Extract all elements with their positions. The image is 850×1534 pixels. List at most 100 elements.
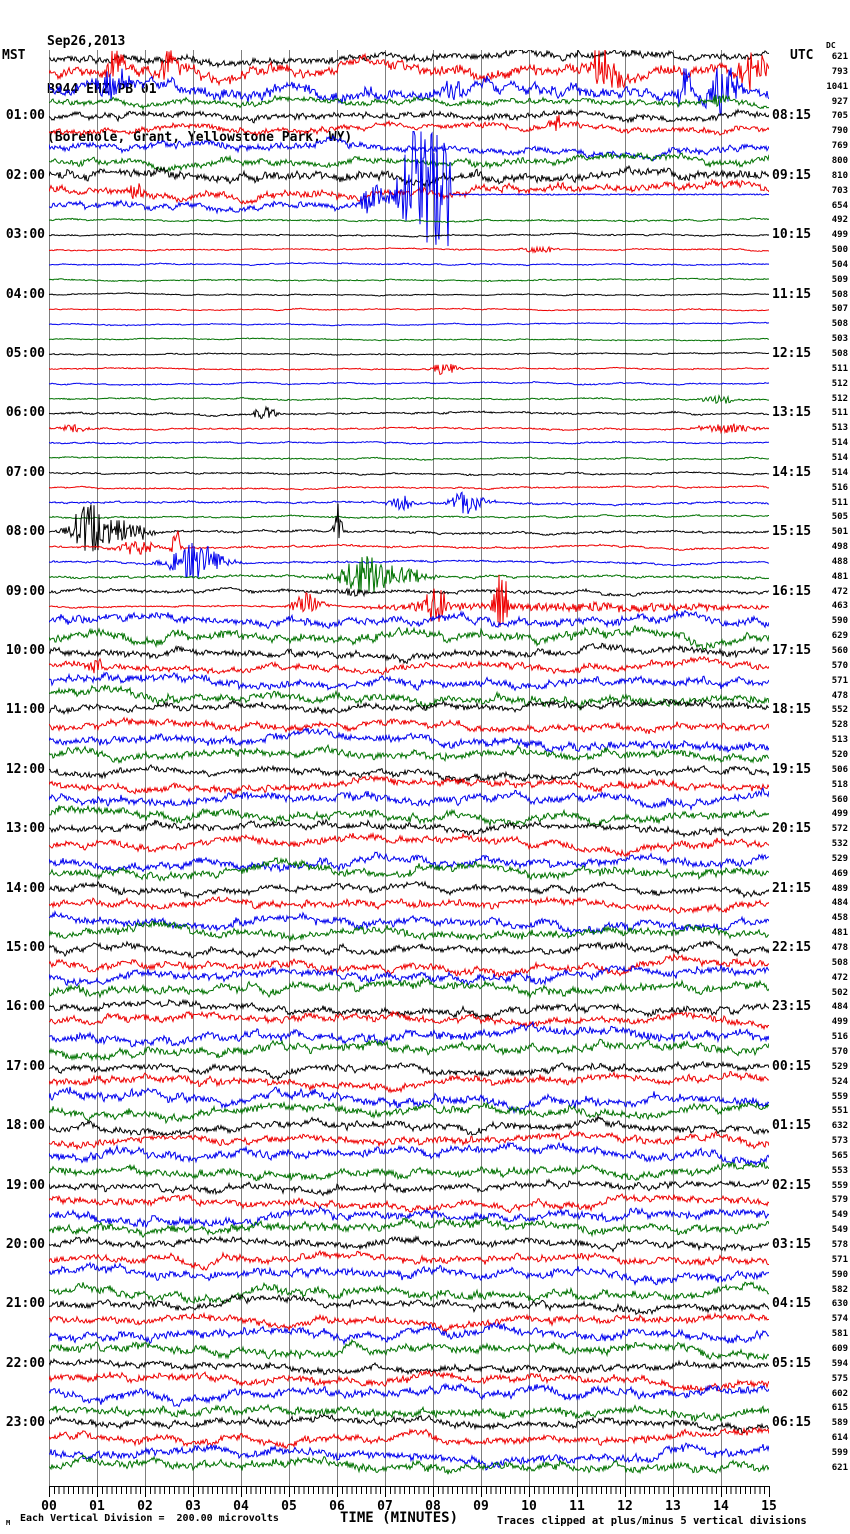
mst-hour-label: 17:00 [5,1058,45,1074]
seismic-trace-row [49,684,769,712]
dc-offset-value: 518 [831,779,848,790]
seismic-trace-row [49,642,769,665]
dc-offset-value: 511 [831,408,848,419]
seismic-trace-row [49,93,769,111]
dc-offset-value: 559 [831,1091,848,1102]
mst-hour-label: 05:00 [5,346,45,361]
x-axis-tick-label: 10 [521,1499,537,1514]
mst-hour-label: 02:00 [5,167,45,183]
dc-offset-value: 514 [831,467,848,478]
dc-offset-value: 472 [831,586,848,597]
utc-hour-label: 16:15 [772,583,812,599]
seismic-trace-row [49,351,769,356]
header-date: Sep26,2013 [47,34,126,49]
seismic-trace-row [49,698,769,715]
right-axis-title-utc: UTC [790,48,814,63]
seismic-trace-row [49,775,769,796]
x-axis-tick-label: 14 [713,1499,729,1514]
dc-column-header: DC [826,41,836,50]
seismic-trace-row [49,151,769,173]
utc-hour-label: 03:15 [772,1237,812,1252]
seismic-trace-row [49,262,769,267]
seismic-trace-row [49,471,769,476]
mst-hour-label: 21:00 [5,1296,45,1312]
dc-offset-value: 488 [831,556,848,567]
utc-hour-label: 04:15 [772,1296,812,1312]
dc-offset-value: 927 [831,96,848,107]
seismic-trace-row [49,1100,769,1125]
dc-offset-value: 514 [831,438,848,449]
seismic-trace-row [49,1114,769,1138]
dc-offset-value: 572 [831,824,848,835]
seismic-trace-row [49,67,769,117]
dc-offset-value: 654 [831,200,848,211]
x-axis-tick-label: 09 [473,1499,489,1514]
dc-offset-value: 503 [831,334,848,345]
seismic-trace-row [49,1357,769,1376]
seismic-trace-row [49,851,769,873]
dc-offset-value: 570 [831,660,848,671]
x-axis-major-ticks [49,1487,770,1497]
dc-offset-value: 571 [831,675,848,686]
utc-hour-label: 02:15 [772,1177,812,1193]
seismic-trace-row [49,743,769,765]
seismic-trace-row [49,556,769,593]
mst-hour-label: 11:00 [5,702,45,718]
seismic-trace-row [49,1293,769,1316]
seismic-trace-row [49,1369,769,1393]
dc-offset-value: 581 [831,1329,848,1340]
dc-offset-value: 614 [831,1433,848,1444]
seismic-trace-row [49,609,769,630]
utc-hour-label: 01:15 [772,1118,812,1134]
dc-offset-value: 582 [831,1284,848,1295]
seismic-trace-row [49,1129,769,1151]
seismic-trace-row [49,976,769,1000]
seismic-trace-row [49,895,769,915]
seismic-trace-row [49,1038,769,1062]
x-axis-tick-label: 01 [89,1499,105,1514]
dc-offset-value: 615 [831,1403,848,1414]
x-axis-tick-label: 05 [281,1499,297,1514]
seismic-trace-row [49,1161,769,1182]
seismic-trace-row [49,134,769,162]
seismic-trace-row [49,1426,769,1450]
mst-hour-label: 10:00 [5,643,45,658]
mst-hour-label: 15:00 [5,940,45,955]
mst-hour-label: 19:00 [5,1177,45,1193]
seismic-trace-row [49,1178,769,1197]
dc-offset-value: 560 [831,794,848,805]
seismic-trace-row [49,1338,769,1361]
left-axis-title-mst: MST [2,48,26,63]
seismic-trace-row [49,232,769,238]
dc-offset-value: 800 [831,155,848,166]
utc-hour-label: 10:15 [772,227,812,243]
seismic-trace-row [49,542,769,579]
seismic-trace-row [49,726,769,754]
x-axis-tick-label: 06 [329,1499,345,1514]
seismic-trace-row [49,857,769,882]
seismic-trace-row [49,818,769,839]
mst-hour-label: 14:00 [5,880,45,896]
mst-hour-label: 04:00 [5,286,45,302]
seismic-trace-row [49,50,769,91]
seismic-trace-row [49,1141,769,1167]
seismic-trace-row [49,50,769,69]
dc-offset-value: 511 [831,497,848,508]
dc-offset-value: 484 [831,898,848,909]
seismic-trace-row [49,131,769,247]
seismic-trace-row [49,380,769,387]
utc-hour-label: 13:15 [772,405,812,421]
utc-hour-label: 22:15 [772,940,812,955]
seismic-trace-row [49,292,769,297]
mst-hour-label: 13:00 [5,821,45,837]
seismic-trace-row [49,1060,769,1082]
seismic-trace-row [49,485,769,491]
dc-offset-value: 590 [831,1269,848,1280]
dc-offset-value: 458 [831,913,848,924]
seismic-trace-row [49,1413,769,1434]
dc-offset-value: 571 [831,1254,848,1265]
seismic-trace-row [49,1216,769,1238]
x-axis-tick-band [49,1486,770,1497]
dc-offset-value: 508 [831,319,848,330]
x-axis-tick-label: 02 [137,1499,153,1514]
